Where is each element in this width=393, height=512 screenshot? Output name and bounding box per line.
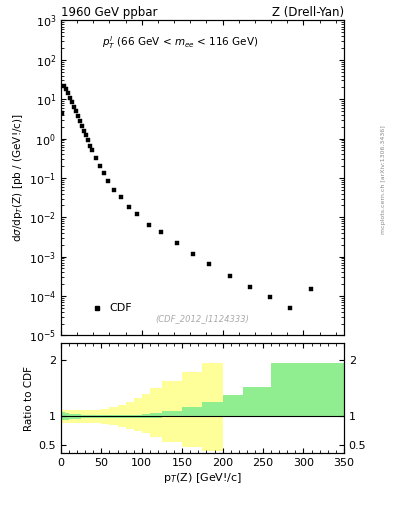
Y-axis label: d$\sigma$/dp$_T$(Z) [pb / (GeV!/c)]: d$\sigma$/dp$_T$(Z) [pb / (GeV!/c)]	[11, 114, 24, 242]
Text: (CDF_2012_I1124333): (CDF_2012_I1124333)	[156, 314, 249, 323]
Y-axis label: Ratio to CDF: Ratio to CDF	[24, 366, 34, 431]
Text: mcplots.cern.ch [arXiv:1306.3436]: mcplots.cern.ch [arXiv:1306.3436]	[381, 125, 386, 233]
Text: Z (Drell-Yan): Z (Drell-Yan)	[272, 6, 344, 19]
Text: CDF: CDF	[109, 303, 132, 313]
Text: 1960 GeV ppbar: 1960 GeV ppbar	[61, 6, 158, 19]
Text: $p_T^l$ (66 GeV < $m_{ee}$ < 116 GeV): $p_T^l$ (66 GeV < $m_{ee}$ < 116 GeV)	[101, 35, 258, 51]
X-axis label: p$_T$(Z) [GeV!/c]: p$_T$(Z) [GeV!/c]	[163, 471, 242, 485]
